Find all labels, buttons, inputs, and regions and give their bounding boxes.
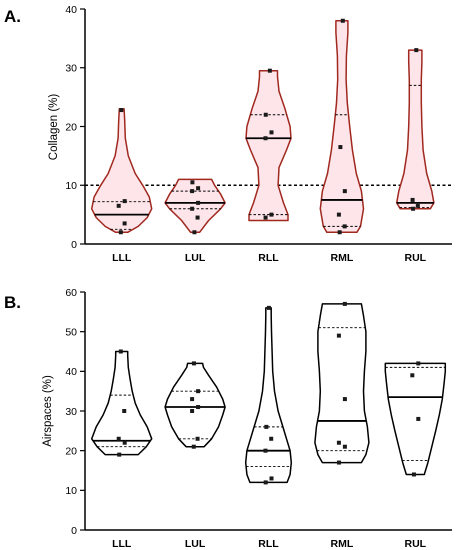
panel-b-point-LUL-4: [190, 397, 195, 402]
panel-b-violin-RML: [314, 303, 370, 464]
panel-a-violin-LUL: [164, 178, 226, 234]
panel-a-point-RUL-3: [414, 48, 419, 53]
panel-b-point-LUL-5: [196, 389, 201, 394]
panel-a-point-RUL-0: [411, 206, 416, 211]
panel-a-point-LUL-6: [190, 180, 195, 185]
panel-b-point-RML-1: [342, 444, 347, 449]
panel-a-violin-RLL: [245, 69, 292, 222]
panel-a: A. Collagen (%) 0 10 20 30 40 LLL LUL RLL RML RUL: [4, 4, 452, 264]
panel-a-point-RLL-3: [269, 130, 274, 135]
panel-b-y-axis-title: Airspaces (%): [42, 375, 54, 447]
panel-b-violin-RLL: [244, 307, 293, 484]
panel-a-point-RLL-5: [267, 68, 272, 73]
panel-a-point-RML-4: [338, 145, 343, 150]
panel-a-point-LLL-4: [119, 108, 124, 113]
panel-a-point-LUL-5: [196, 186, 201, 191]
panel-a-violin-RUL: [395, 49, 435, 210]
panel-b-category-label-RML: RML: [331, 538, 354, 550]
panel-b-point-LUL-1: [195, 436, 200, 441]
panel-a-category-label-RML: RML: [331, 252, 354, 264]
panel-a-y-axis-title: Collagen (%): [48, 94, 60, 161]
panel-b-point-LLL-0: [117, 452, 122, 457]
panel-b-y-tick-label-0: 0: [71, 525, 77, 537]
panel-a-point-RML-5: [340, 18, 345, 23]
panel-a-point-LUL-4: [190, 189, 195, 194]
panel-a-y-tick-label-1: 10: [65, 180, 77, 192]
panel-b-point-RLL-4: [264, 424, 269, 429]
panel-b-y-tick-label-6: 60: [65, 287, 77, 299]
panel-a-point-RLL-2: [263, 136, 268, 141]
panel-b-label: B.: [4, 293, 21, 312]
panel-a-category-label-LLL: LLL: [112, 252, 132, 264]
panel-a-point-LLL-0: [118, 230, 123, 235]
panel-a-point-RML-0: [337, 230, 342, 235]
panel-b-point-RUL-3: [416, 361, 421, 366]
panel-a-point-RLL-1: [269, 212, 274, 217]
panel-a-point-LLL-2: [116, 203, 121, 208]
panel-b-point-RLL-0: [263, 480, 268, 485]
panel-a-y-tick-label-2: 20: [65, 121, 77, 133]
panel-b-point-RLL-3: [269, 436, 274, 441]
panel-b-violin-RUL: [384, 362, 447, 476]
panel-a-category-label-LUL: LUL: [185, 252, 206, 264]
panel-b-point-RML-5: [342, 301, 347, 306]
panel-b-point-LUL-2: [190, 409, 195, 413]
panel-b-violin-LLL: [90, 350, 153, 456]
panel-a-point-RUL-2: [410, 197, 415, 202]
panel-a-category-label-RUL: RUL: [405, 252, 427, 264]
panel-b-point-LUL-0: [191, 444, 196, 449]
panel-a-label: A.: [4, 7, 21, 26]
panel-b-point-RUL-2: [410, 373, 415, 378]
panel-a-point-RML-3: [342, 189, 347, 194]
panel-a-y-tick-label-4: 40: [65, 4, 77, 16]
panel-a-y-tick-label-3: 30: [65, 63, 77, 75]
panel-b-y-tick-label-2: 20: [65, 445, 77, 457]
panel-a-category-label-RLL: RLL: [258, 252, 279, 264]
panel-b-point-LLL-2: [116, 436, 121, 441]
panel-b-point-RML-0: [336, 460, 341, 465]
panel-a-point-LLL-3: [122, 199, 127, 204]
panel-a-point-LLL-1: [122, 221, 127, 226]
panel-b-point-RML-4: [336, 333, 341, 338]
panel-b-violin-LUL: [164, 362, 226, 448]
panel-b-point-RML-3: [342, 397, 347, 402]
panel-b-point-LUL-3: [196, 405, 201, 410]
panel-a-point-RLL-4: [263, 112, 268, 117]
panel-b-y-tick-label-4: 40: [65, 366, 77, 378]
panel-b-point-LLL-4: [118, 349, 123, 354]
panel-b-category-label-RLL: RLL: [258, 538, 279, 550]
panel-b-point-RLL-1: [269, 476, 274, 481]
panel-b-y-tick-label-3: 30: [65, 406, 77, 418]
panel-a-point-LUL-2: [190, 206, 195, 211]
panel-b-point-LLL-1: [122, 440, 127, 445]
panel-a-point-RML-1: [342, 224, 347, 229]
panel-b-point-LLL-3: [122, 409, 127, 413]
panel-a-point-LUL-3: [196, 200, 201, 205]
panel-b-point-RML-2: [336, 440, 341, 445]
panel-b-point-RUL-0: [411, 472, 416, 477]
panel-a-point-LUL-0: [192, 230, 197, 235]
panel-b-point-RLL-2: [263, 448, 268, 453]
panel-b-y-tick-label-5: 50: [65, 326, 77, 338]
panel-b-point-RLL-5: [266, 305, 271, 310]
panel-a-violin-RML: [319, 20, 365, 234]
panel-a-point-LUL-1: [195, 215, 200, 220]
panel-b: B. Airspaces (%) 0 10 20 30 40 50 60 LLL LUL RLL R…: [4, 287, 452, 550]
panel-b-category-label-RUL: RUL: [405, 538, 427, 550]
panel-b-point-LUL-6: [191, 361, 196, 366]
panel-a-point-RUL-1: [415, 203, 420, 208]
panel-b-category-label-LUL: LUL: [185, 538, 206, 550]
panel-b-category-label-LLL: LLL: [112, 538, 132, 550]
panel-b-y-tick-label-1: 10: [65, 485, 77, 497]
panel-b-point-RUL-1: [416, 416, 421, 421]
panel-a-point-RLL-0: [263, 215, 268, 220]
panel-a-y-tick-label-0: 0: [71, 239, 77, 251]
panel-a-point-RML-2: [336, 212, 341, 217]
